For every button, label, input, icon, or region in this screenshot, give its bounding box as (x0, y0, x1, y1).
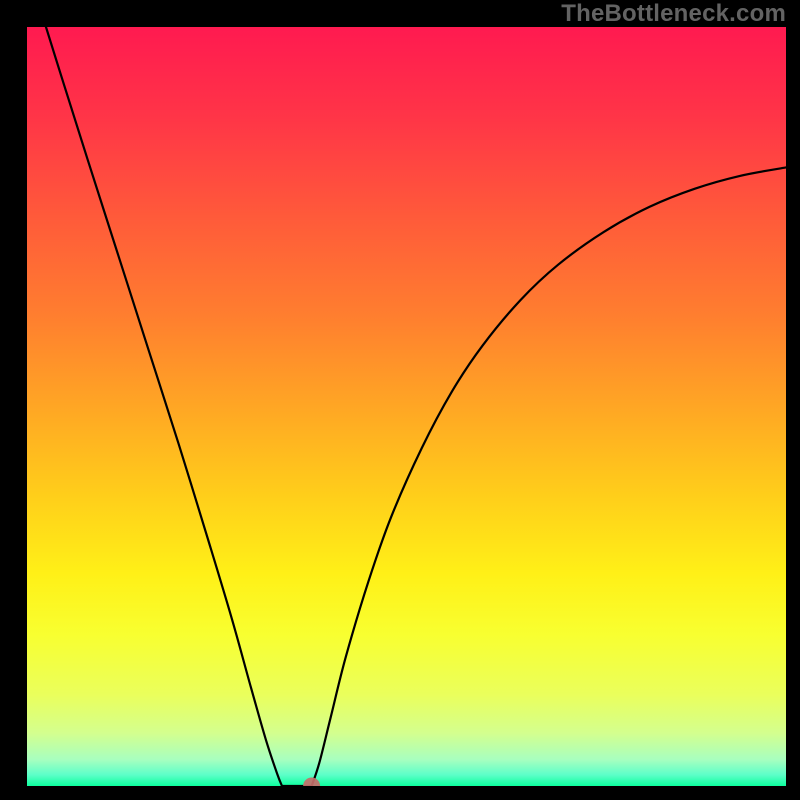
frame-bottom (0, 786, 800, 800)
bottleneck-curve-chart (0, 0, 800, 800)
frame-left (0, 0, 27, 800)
watermark-text: TheBottleneck.com (561, 0, 786, 28)
frame-right (786, 0, 800, 800)
chart-background (27, 27, 786, 786)
chart-container: TheBottleneck.com (0, 0, 800, 800)
